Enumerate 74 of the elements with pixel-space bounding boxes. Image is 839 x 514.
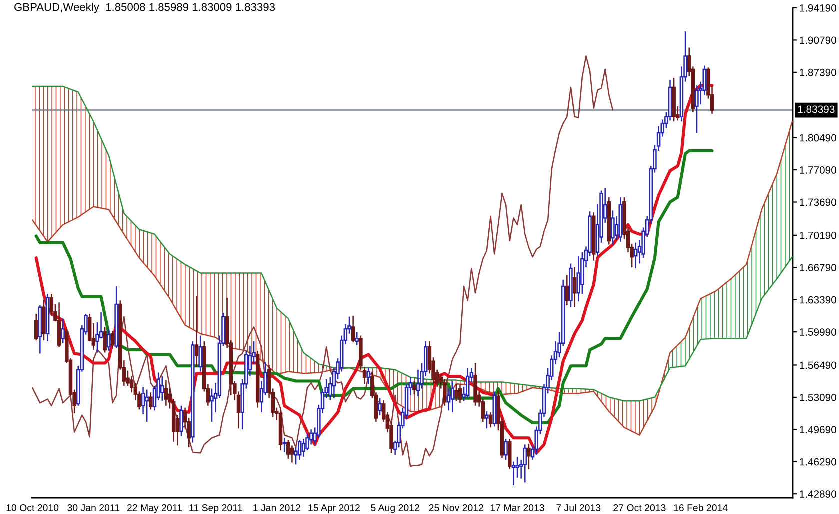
y-tick-label: 1.59990 <box>800 328 836 336</box>
y-tick-label: 1.66790 <box>800 264 836 272</box>
candlestick <box>61 318 65 344</box>
y-tick-label: 1.70190 <box>800 232 836 240</box>
x-tick-label: 11 Sep 2011 <box>190 504 242 514</box>
chart-title: GBPAUD,Weekly 1.85008 1.85989 1.83009 1.83393 <box>14 3 276 14</box>
candlestick <box>198 335 202 372</box>
y-tick-label: 1.46290 <box>800 458 836 466</box>
candlestick <box>443 378 447 407</box>
candlestick <box>523 444 528 484</box>
line-series <box>32 56 614 468</box>
candlestick <box>194 295 199 368</box>
x-tick-label: 25 Nov 2012 <box>429 504 484 512</box>
y-tick-label: 1.77090 <box>800 166 836 174</box>
candlestick <box>504 438 508 461</box>
line-series <box>32 120 793 436</box>
y-tick-label: 1.87390 <box>800 68 836 76</box>
candlestick <box>488 412 493 428</box>
candlestick <box>695 84 699 134</box>
y-tick-label: 1.53090 <box>800 394 836 402</box>
candlestick <box>298 439 302 461</box>
line-series <box>32 86 793 402</box>
y-tick-label: 1.56490 <box>800 362 836 370</box>
candlestick <box>149 392 153 410</box>
y-tick-label: 1.94190 <box>800 4 836 12</box>
candlestick <box>164 380 168 407</box>
candlestick <box>572 266 577 308</box>
candlestick <box>378 398 382 416</box>
x-tick-label: 7 Jul 2013 <box>556 504 601 512</box>
candlestick <box>145 389 149 423</box>
y-tick-label: 1.49690 <box>800 426 836 434</box>
y-tick-label: 1.42890 <box>800 490 836 498</box>
candlestick <box>527 443 531 470</box>
candlestick <box>34 313 38 342</box>
x-tick-label: 5 Aug 2012 <box>371 504 420 514</box>
candlestick <box>286 439 290 460</box>
candlestick <box>466 367 470 399</box>
x-tick-label: 17 Mar 2013 <box>490 504 544 512</box>
x-tick-label: 16 Feb 2014 <box>674 504 728 512</box>
x-tick-label: 1 Jan 2012 <box>254 504 301 512</box>
candlestick <box>454 383 458 402</box>
candlestick <box>290 445 294 464</box>
candlestick <box>103 326 107 354</box>
x-tick-label: 30 Jan 2011 <box>68 504 120 512</box>
candlestick <box>110 330 115 350</box>
candlestick <box>366 367 370 385</box>
candlestick <box>576 256 580 302</box>
x-tick-label: 10 Oct 2010 <box>6 504 59 512</box>
y-tick-label: 1.73690 <box>800 198 836 206</box>
y-tick-label: 1.80490 <box>800 134 836 142</box>
candlestick <box>512 461 516 486</box>
x-tick-label: 22 May 2011 <box>127 504 182 514</box>
candlestick <box>516 456 520 479</box>
x-tick-label: 27 Oct 2013 <box>614 504 666 512</box>
y-tick-label: 1.90790 <box>800 36 836 44</box>
candlestick <box>362 366 367 385</box>
x-tick-label: 15 Apr 2012 <box>308 504 360 514</box>
candlestick <box>611 210 615 246</box>
candlestick <box>355 331 360 346</box>
ref-line-label: 1.83393 <box>798 106 835 114</box>
candlestick <box>96 322 100 354</box>
line-series <box>34 149 714 424</box>
candlestick <box>450 380 454 414</box>
candlestick <box>485 410 489 430</box>
candlestick <box>565 274 570 306</box>
candlestick <box>458 384 462 404</box>
candlestick <box>351 315 356 344</box>
candlestick <box>282 437 286 453</box>
candlestick <box>412 380 416 396</box>
candlestick <box>107 328 111 352</box>
y-tick-label: 1.63390 <box>800 296 836 304</box>
candlestick <box>634 242 638 270</box>
candlestick <box>180 405 184 437</box>
candlestick <box>160 376 164 402</box>
